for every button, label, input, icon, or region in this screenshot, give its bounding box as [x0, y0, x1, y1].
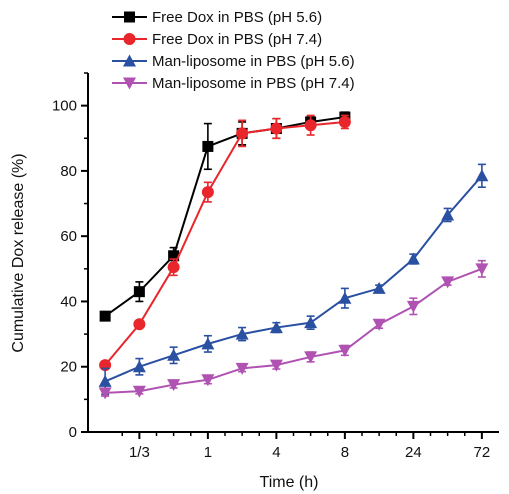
x-tick-label: 24: [405, 444, 422, 461]
data-point: [98, 387, 112, 400]
y-tick-label: 0: [69, 424, 77, 441]
data-point: [372, 318, 386, 331]
data-point: [406, 252, 420, 265]
data-point: [372, 281, 386, 294]
data-point: [132, 360, 146, 373]
data-point: [98, 374, 112, 387]
data-point: [133, 318, 146, 331]
legend-label: Free Dox in PBS (pH 7.4): [152, 31, 322, 48]
data-point: [304, 351, 318, 364]
axes: 0 20 40 60 80 100 1/3 1 4 8 24 72: [52, 72, 499, 461]
data-point: [269, 359, 283, 372]
series-line: [104, 116, 346, 317]
series-4: [98, 259, 489, 400]
x-tick-label: 72: [474, 444, 491, 461]
legend-label: Man-liposome in PBS (pH 5.6): [152, 53, 355, 70]
series-layer: [98, 111, 489, 400]
y-tick-label: 20: [60, 359, 77, 376]
data-point: [168, 250, 180, 262]
data-point: [270, 122, 283, 135]
legend-item-1: Free Dox in PBS (pH 5.6): [112, 9, 322, 26]
data-point: [338, 115, 351, 128]
y-tick-label: 80: [60, 163, 77, 180]
data-point: [167, 261, 180, 274]
series-3: [98, 163, 489, 396]
data-point: [406, 300, 420, 313]
data-point: [201, 337, 215, 350]
legend-marker: [123, 54, 136, 67]
y-axis-title: Cumulative Dox release (%): [10, 153, 27, 352]
legend: Free Dox in PBS (pH 5.6) Free Dox in PBS …: [112, 9, 355, 92]
legend-marker: [123, 77, 136, 90]
legend-item-2: Free Dox in PBS (pH 7.4): [112, 31, 322, 48]
data-point: [99, 310, 111, 322]
data-point: [235, 362, 249, 375]
data-point: [236, 127, 249, 140]
x-axis-title: Time (h): [260, 474, 319, 491]
data-point: [441, 208, 455, 221]
data-point: [167, 379, 181, 392]
series-1: [99, 111, 351, 322]
data-point: [202, 140, 214, 152]
data-point: [235, 327, 249, 340]
data-point: [304, 316, 318, 329]
y-tick-label: 100: [52, 98, 77, 115]
legend-label: Free Dox in PBS (pH 5.6): [152, 9, 322, 26]
series-2: [99, 114, 351, 372]
data-point: [441, 276, 455, 289]
data-point: [338, 344, 352, 357]
legend-item-3: Man-liposome in PBS (pH 5.6): [112, 53, 355, 70]
data-point: [269, 321, 283, 334]
data-point: [338, 291, 352, 304]
x-tick-label: 1: [204, 444, 212, 461]
series-line: [104, 175, 483, 383]
data-point: [475, 169, 489, 182]
y-tick-label: 40: [60, 293, 77, 310]
legend-item-4: Man-liposome in PBS (pH 7.4): [112, 75, 355, 92]
legend-marker: [123, 33, 136, 45]
legend-marker: [124, 11, 135, 23]
legend-label: Man-liposome in PBS (pH 7.4): [152, 75, 355, 92]
data-point: [201, 374, 215, 387]
data-point: [475, 263, 489, 276]
data-point: [132, 385, 146, 398]
data-point: [133, 286, 145, 298]
data-point: [201, 186, 214, 199]
x-tick-label: 1/3: [129, 444, 150, 461]
x-tick-label: 8: [341, 444, 349, 461]
data-point: [304, 119, 317, 132]
y-tick-label: 60: [60, 228, 77, 245]
data-point: [167, 348, 181, 361]
x-tick-label: 4: [272, 444, 280, 461]
